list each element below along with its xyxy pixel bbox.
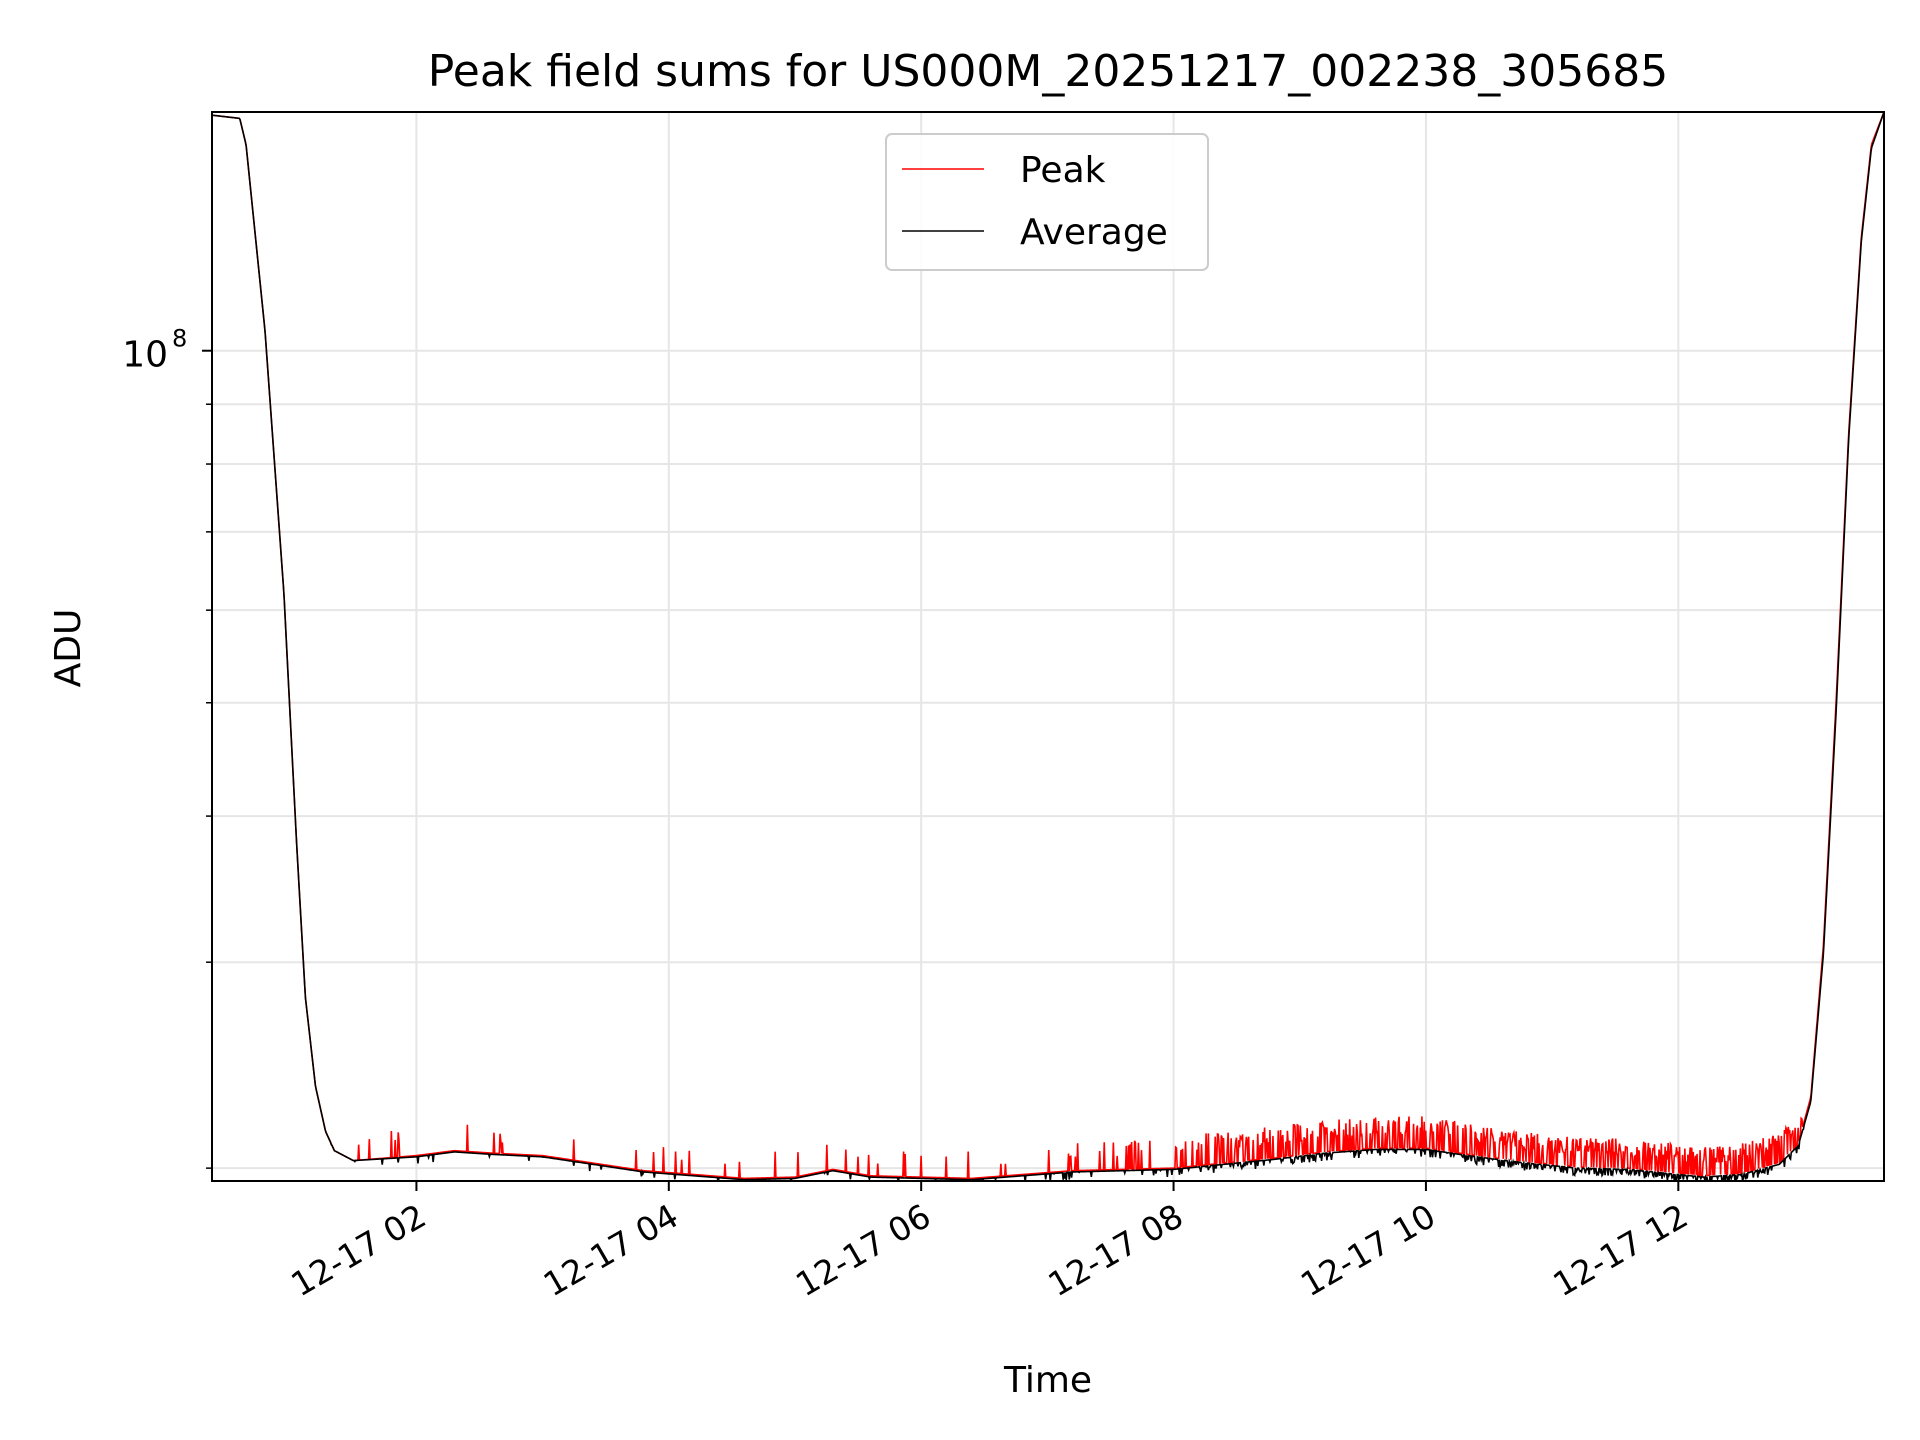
grid (212, 112, 1884, 1181)
y-tick-exponent: 8 (172, 325, 187, 353)
chart-title: Peak field sums for US000M_20251217_0022… (428, 46, 1668, 97)
y-tick-label: 10 (122, 335, 168, 376)
legend: Peak Average (885, 133, 1209, 271)
x-axis-label: Time (1003, 1360, 1092, 1401)
legend-box (885, 133, 1209, 271)
legend-peak-label: Peak (1020, 150, 1106, 191)
series-average-line (212, 112, 1884, 1181)
legend-average-label: Average (1020, 212, 1168, 253)
y-axis-label: ADU (48, 609, 89, 688)
plot-frame (211, 111, 1885, 1182)
series-layer (212, 112, 1884, 1181)
series-peak-line (212, 112, 1884, 1180)
